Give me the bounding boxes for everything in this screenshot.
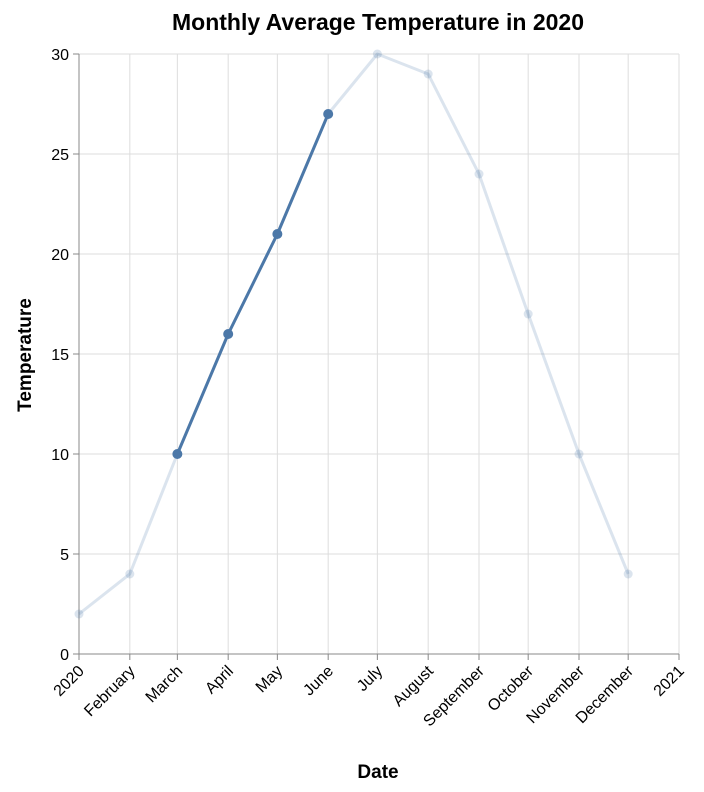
- x-axis-title: Date: [357, 762, 398, 783]
- y-tick-label: 0: [60, 647, 69, 664]
- x-tick-label: July: [354, 663, 386, 695]
- y-tick-label: 5: [60, 547, 69, 564]
- x-tick-label: March: [143, 663, 186, 706]
- data-point-highlight: [172, 449, 183, 459]
- data-point: [423, 69, 433, 79]
- x-tick-label: June: [300, 663, 337, 700]
- x-tick-label: April: [202, 663, 237, 698]
- x-tick-label: 2020: [51, 663, 88, 700]
- y-axis-title: Temperature: [15, 298, 36, 412]
- data-point-highlight: [223, 329, 234, 339]
- y-tick-label: 20: [51, 247, 69, 264]
- x-tick-label: May: [253, 663, 286, 696]
- y-tick-label: 25: [51, 147, 69, 164]
- y-tick-label: 30: [51, 47, 69, 64]
- y-tick-label: 10: [51, 447, 69, 464]
- grid-lines: [78, 53, 680, 655]
- data-point: [523, 309, 533, 319]
- series-line-faded: [78, 52, 630, 616]
- data-point-highlight: [272, 229, 283, 239]
- data-point: [372, 49, 382, 59]
- x-tick-label: August: [390, 662, 438, 710]
- series-line-highlight: [175, 113, 330, 455]
- x-tick-label: 2021: [651, 663, 688, 700]
- y-tick-label: 15: [51, 347, 69, 364]
- x-tick-label: February: [81, 663, 138, 720]
- data-series: [74, 49, 633, 619]
- data-point-highlight: [323, 109, 334, 119]
- data-point: [574, 449, 584, 459]
- data-point: [623, 569, 633, 579]
- chart-title: Monthly Average Temperature in 2020: [172, 9, 584, 35]
- data-point: [474, 169, 484, 179]
- data-point: [74, 609, 84, 619]
- x-tick-label: October: [485, 662, 538, 715]
- data-point: [125, 569, 135, 579]
